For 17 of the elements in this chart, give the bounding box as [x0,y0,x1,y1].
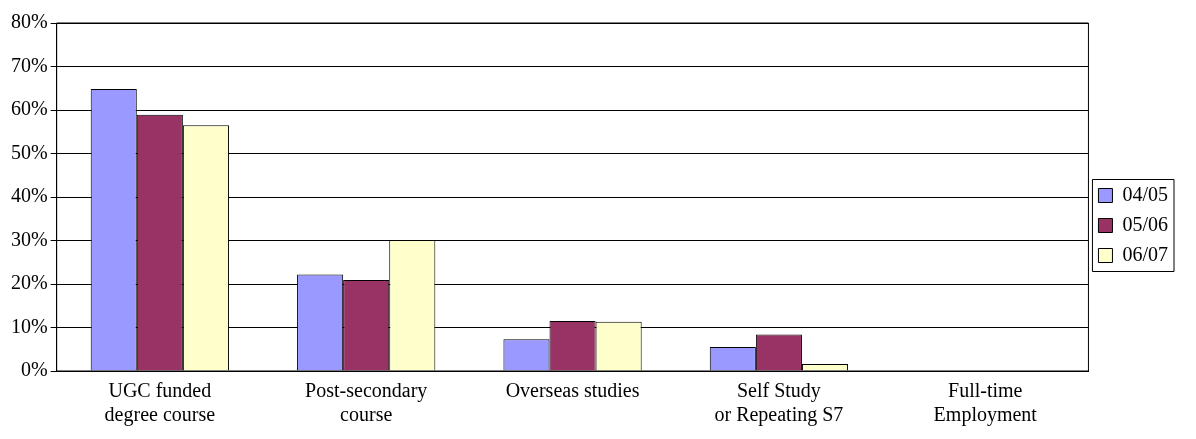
y-tick-label: 20% [10,271,48,294]
legend-label: 05/06 [1122,212,1169,235]
x-tick-label: Post-secondary course [305,379,428,426]
legend-label: 06/07 [1122,242,1169,265]
y-tick-label: 50% [10,140,48,163]
x-tick-label: Overseas studies [505,379,640,402]
y-tick-label: 10% [10,314,48,337]
y-tick-label: 0% [20,358,48,381]
y-tick-label: 60% [10,97,48,120]
x-tick-label: Full-time Employment [933,379,1038,427]
x-tick-label: UGC funded degree course [104,379,216,427]
y-tick-label: 70% [10,53,48,76]
y-tick-label: 40% [10,184,48,207]
y-tick-label: 30% [10,227,48,250]
legend-label: 04/05 [1122,182,1169,205]
x-tick-label: Self Study or Repeating S7 [714,379,844,427]
y-tick-label: 80% [10,10,48,33]
